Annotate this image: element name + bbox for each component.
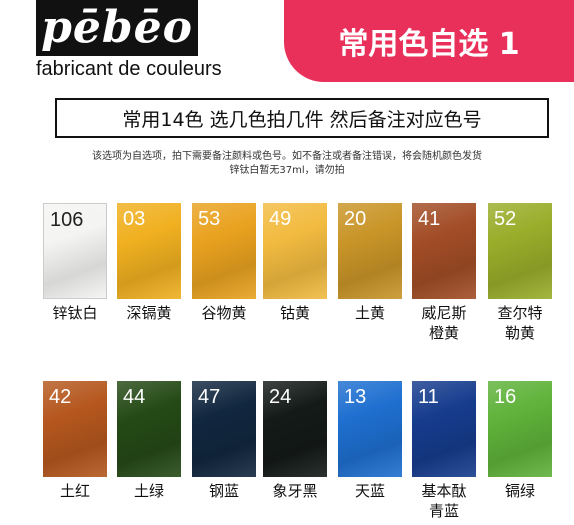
swatch-name: 谷物黄	[201, 304, 247, 322]
subtitle-box: 常用14色 选几色拍几件 然后备注对应色号	[55, 98, 549, 138]
logo-text: pēbēo	[41, 2, 193, 53]
note-line-1: 该选项为自选项，拍下需要备注颜料或色号。如不备注或者备注错误，将会随机颜色发货	[92, 151, 482, 162]
swatch-code: 13	[344, 386, 367, 408]
color-swatch: 44	[117, 381, 181, 477]
swatch-code: 41	[418, 208, 441, 230]
swatch-name: 深镉黄	[126, 304, 172, 322]
color-swatch: 16	[488, 381, 552, 477]
swatch-name: 锌钛白	[52, 304, 98, 322]
swatch-name: 钴黄	[279, 304, 310, 322]
swatch-code: 03	[123, 208, 146, 230]
banner-title: 常用色自选 1	[338, 27, 520, 62]
color-swatch: 20	[338, 203, 402, 299]
color-swatch: 106	[43, 203, 107, 299]
swatch-code: 52	[494, 208, 517, 230]
color-swatch: 47	[192, 381, 256, 477]
brand-tagline: fabricant de couleurs	[36, 58, 222, 80]
title-banner: 常用色自选 1	[284, 0, 574, 82]
swatch-name: 基本酞 青蓝	[421, 482, 467, 520]
swatch-code: 106	[50, 209, 84, 231]
swatch-name: 镉绿	[504, 482, 535, 500]
swatch-name: 土红	[59, 482, 90, 500]
swatch-code: 16	[494, 386, 517, 408]
swatch-name: 钢蓝	[208, 482, 239, 500]
swatch-name: 天蓝	[354, 482, 385, 500]
color-swatch: 52	[488, 203, 552, 299]
swatch-code: 44	[123, 386, 146, 408]
color-swatch: 13	[338, 381, 402, 477]
swatch-name: 查尔特 勒黄	[497, 304, 543, 342]
swatch-code: 42	[49, 386, 72, 408]
swatch-name: 土黄	[354, 304, 385, 322]
brand-logo: pēbēo	[36, 0, 198, 56]
swatch-code: 11	[418, 386, 439, 408]
color-swatch: 24	[263, 381, 327, 477]
swatch-code: 53	[198, 208, 221, 230]
swatch-code: 20	[344, 208, 367, 230]
swatch-name: 土绿	[133, 482, 164, 500]
swatch-code: 24	[269, 386, 292, 408]
color-swatch: 41	[412, 203, 476, 299]
color-swatch: 03	[117, 203, 181, 299]
color-swatch: 53	[192, 203, 256, 299]
note-line-2: 锌钛白暂无37ml，请勿拍	[229, 165, 345, 176]
color-swatch: 42	[43, 381, 107, 477]
color-swatch: 49	[263, 203, 327, 299]
swatch-code: 47	[198, 386, 221, 408]
swatch-code: 49	[269, 208, 292, 230]
subtitle: 常用14色 选几色拍几件 然后备注对应色号	[122, 108, 482, 131]
swatch-name: 威尼斯 橙黄	[421, 304, 467, 342]
color-swatch: 11	[412, 381, 476, 477]
swatch-name: 象牙黑	[272, 482, 318, 500]
